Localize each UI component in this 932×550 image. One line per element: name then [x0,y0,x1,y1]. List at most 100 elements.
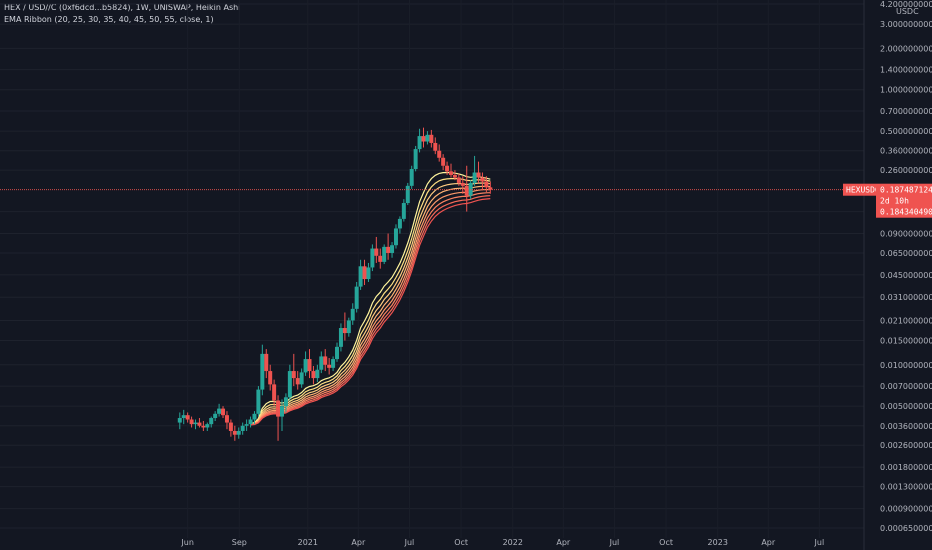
candle-body [468,182,473,196]
candle-body [362,266,367,280]
candle-body [232,430,237,435]
x-tick-label: 2021 [298,538,318,547]
candle-body [319,356,324,370]
x-tick-label: 2023 [708,538,728,547]
x-tick-label: Apr [556,538,571,547]
candle-body [358,266,363,287]
price-tag: HEXUSDC 0.1874871248 2d 10h 0.1843404909 [843,183,932,218]
candle-body [456,177,461,183]
indicator-legend[interactable]: EMA Ribbon (20, 25, 30, 35, 40, 45, 50, … [4,15,214,24]
candle-body [240,425,245,431]
candle-body [248,419,253,425]
candle-body [476,172,481,178]
candle-body [354,286,359,309]
candle-body [488,187,493,190]
price-tag-price-2: 0.1843404909 [880,208,932,217]
candle-body [405,185,410,204]
x-tick-label: Jul [814,538,825,547]
candle-body [374,248,379,256]
candles [177,127,493,441]
price-tag-symbol-bg [843,183,876,196]
price-tag-countdown: 2d 10h [880,197,909,206]
candle-body [197,422,202,426]
grid-lines [0,3,864,529]
candle-body [323,356,328,365]
candle-body [260,353,265,390]
candle-body [295,378,300,385]
candle-body [244,424,249,426]
chart-title[interactable]: HEX / USD//C (0xf6dcd...b5824), 1W, UNIS… [4,3,241,12]
candle-body [209,418,214,425]
x-tick-label: Jul [609,538,620,547]
candle-body [449,171,454,175]
ema-line [250,189,491,425]
candle-body [386,246,391,253]
candle-body [397,218,402,229]
candle-body [472,172,477,183]
y-tick-label: 1.4000000000 [880,66,932,75]
x-tick-label: 2022 [503,538,523,547]
ema-line [250,195,491,426]
candle-body [437,150,442,158]
x-tick-label: Apr [761,538,776,547]
candle-body [421,136,426,142]
ema-line [250,182,491,425]
candle-body [331,359,336,368]
x-tick-label: Oct [454,538,468,547]
candle-body [307,359,312,372]
candle-body [464,185,469,196]
candle-body [279,406,284,417]
candle-body [311,371,316,379]
candle-body [429,134,434,143]
candle-body [338,328,343,347]
candle-body [299,372,304,385]
candle-body [303,359,308,373]
x-axis[interactable]: Jun Sep 2021 Apr Jul Oct 2022 Apr Jul Oct 2023 Apr J… [180,538,824,547]
candle-body [409,169,414,186]
candle-body [413,149,418,170]
ema-line [250,185,491,425]
candle-body [382,246,387,262]
candle-body [213,413,218,419]
price-tag-symbol: HEXUSDC [846,186,880,195]
candle-body [276,400,281,417]
candle-body [452,174,457,178]
y-tick-label: 0.0006500000 [880,524,932,533]
candle-body [484,181,489,188]
candle-body [181,415,186,419]
candle-body [201,425,206,428]
price-tag-price: 0.1874871248 [880,186,932,195]
candle-body [221,408,226,416]
candle-body [177,418,182,423]
x-tick-label: Jul [404,538,415,547]
candle-body [460,182,465,186]
candle-body [205,424,210,428]
candle-body [346,320,351,334]
candle-body [189,419,194,425]
y-axis-unit: USDC [896,7,919,16]
candle-body [236,430,241,435]
candle-body [268,371,273,385]
candle-body [370,248,375,268]
candle-body [283,397,288,407]
